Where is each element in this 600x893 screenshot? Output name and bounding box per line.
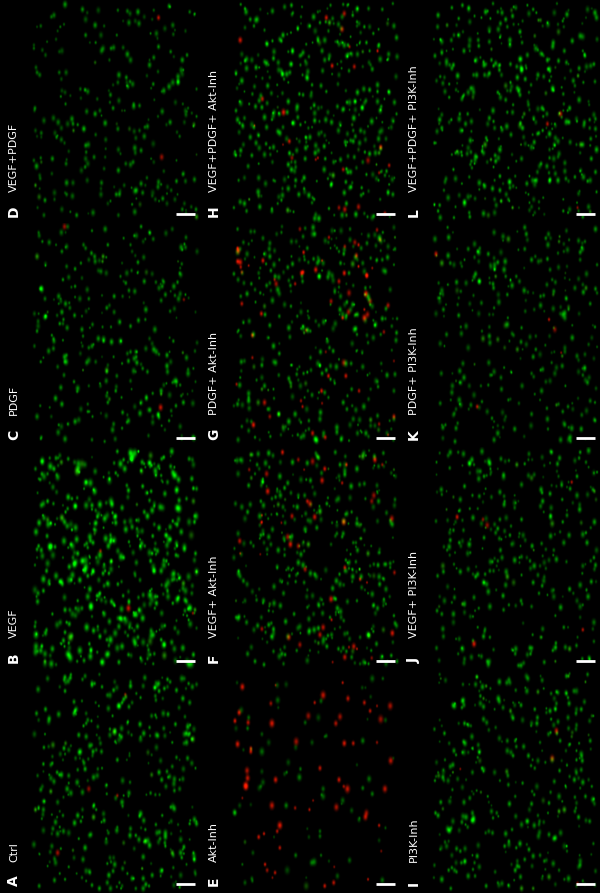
Text: B: B <box>7 653 21 663</box>
Text: F: F <box>207 654 221 663</box>
Text: G: G <box>207 429 221 440</box>
Text: PDGF+ Akt-Inh: PDGF+ Akt-Inh <box>209 332 219 415</box>
Text: J: J <box>407 658 421 663</box>
Text: L: L <box>407 208 421 217</box>
Text: VEGF+PDGF+ Akt-Inh: VEGF+PDGF+ Akt-Inh <box>209 70 219 192</box>
Text: PDGF: PDGF <box>9 385 19 415</box>
Text: PI3K-Inh: PI3K-Inh <box>409 817 419 862</box>
Text: VEGF+PDGF: VEGF+PDGF <box>9 122 19 192</box>
Text: C: C <box>7 430 21 440</box>
Text: K: K <box>407 429 421 440</box>
Text: VEGF+ PI3K-Inh: VEGF+ PI3K-Inh <box>409 551 419 638</box>
Text: Ctrl: Ctrl <box>9 842 19 862</box>
Text: A: A <box>7 875 21 886</box>
Text: VEGF+ Akt-Inh: VEGF+ Akt-Inh <box>209 556 219 638</box>
Text: VEGF+PDGF+ PI3K-Inh: VEGF+PDGF+ PI3K-Inh <box>409 65 419 192</box>
Text: H: H <box>207 204 221 217</box>
Text: I: I <box>407 881 421 886</box>
Text: D: D <box>7 205 21 217</box>
Text: PDGF+ PI3K-Inh: PDGF+ PI3K-Inh <box>409 328 419 415</box>
Text: Akt-Inh: Akt-Inh <box>209 822 219 862</box>
Text: VEGF: VEGF <box>9 609 19 638</box>
Text: E: E <box>207 877 221 886</box>
